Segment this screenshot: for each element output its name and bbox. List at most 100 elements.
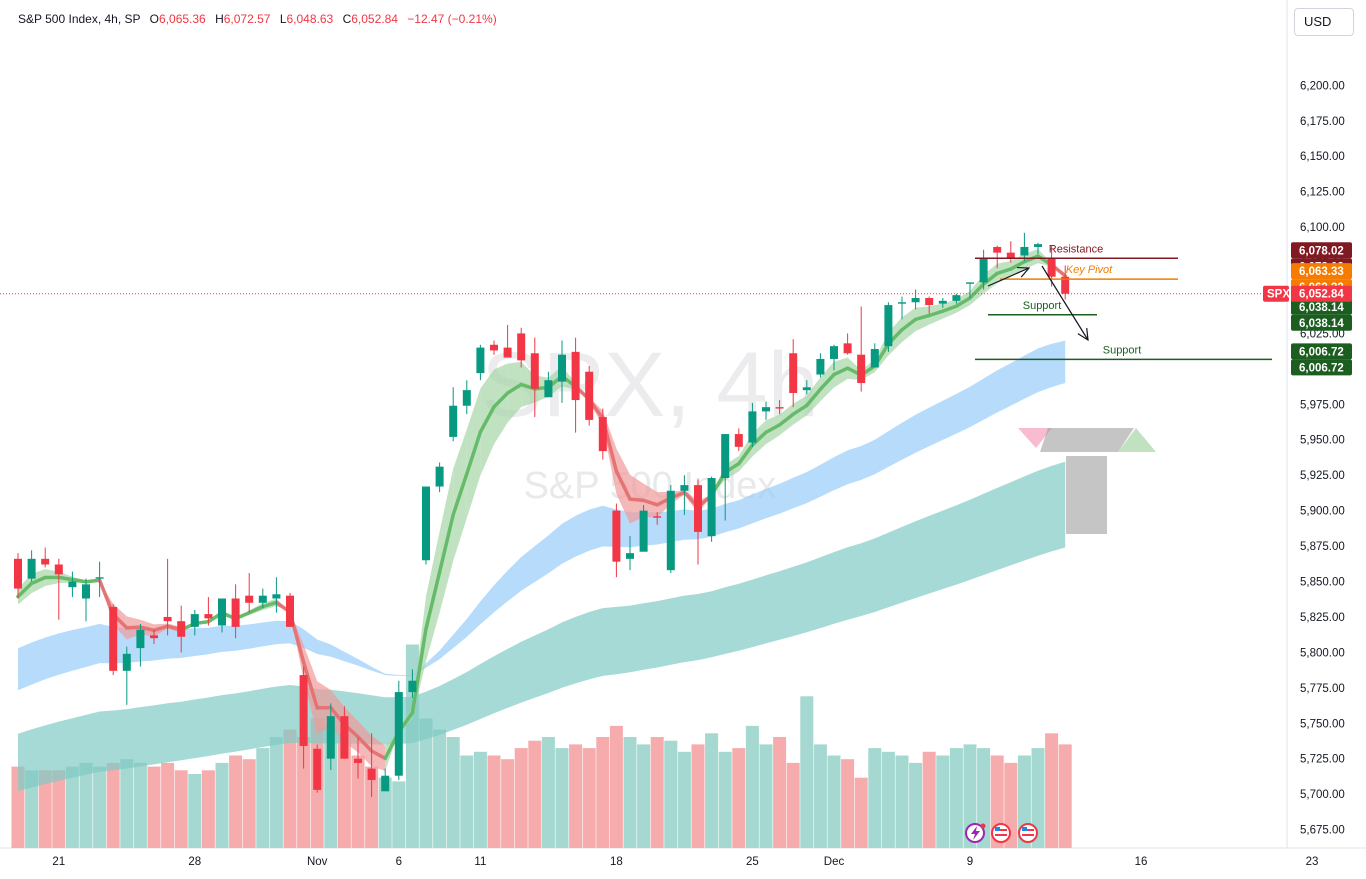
candle-body — [816, 358, 825, 375]
tradingview-logo-overlay — [1018, 428, 1156, 534]
price-axis: 5,675.00 5,700.00 5,725.00 5,750.00 5,775.00… — [1300, 80, 1345, 836]
volume-bar — [745, 725, 759, 848]
time-tick-label: 25 — [746, 856, 759, 868]
candle-body — [898, 302, 906, 304]
volume-bar — [269, 737, 283, 848]
candle-body — [680, 485, 689, 491]
volume-bar — [174, 770, 188, 848]
fast-ema-segment — [410, 627, 428, 715]
candle-body — [503, 347, 512, 358]
fast-band-segment — [385, 731, 399, 771]
candle-body — [150, 635, 158, 639]
price-tick-label: 5,800.00 — [1300, 647, 1345, 659]
us-flag-event-icon[interactable] — [991, 823, 1011, 843]
candle-body — [272, 594, 281, 599]
fast-ema-segment — [641, 498, 659, 507]
fast-ema-segment — [777, 412, 795, 427]
level-price-tag-bg — [1291, 314, 1352, 331]
volume-bar — [93, 766, 107, 848]
flag-stripe — [1022, 829, 1034, 831]
candle-body — [313, 748, 322, 790]
open-value: 6,065.36 — [159, 12, 206, 26]
currency-button[interactable]: USD — [1294, 8, 1354, 36]
flag-canton — [1022, 827, 1027, 831]
fast-ema-segment — [84, 578, 102, 584]
fast-band-segment — [507, 361, 522, 423]
price-tick-label: 6,150.00 — [1300, 151, 1345, 163]
volume-bar — [664, 740, 678, 848]
lightning-bolt-glyph — [971, 826, 980, 840]
volume-bar — [949, 748, 963, 848]
volume-bar — [528, 740, 542, 848]
candle-body — [721, 434, 730, 479]
volume-bar — [147, 766, 161, 848]
volume-bar — [895, 755, 909, 848]
fast-ema-segment — [750, 430, 768, 447]
volume-bar — [623, 737, 637, 848]
fast-ema-segment — [451, 472, 469, 517]
volume-bar — [188, 774, 202, 848]
volume-bar — [283, 729, 297, 848]
volume-bar — [609, 725, 623, 848]
candle-body — [979, 258, 988, 283]
fast-ema-segment — [369, 749, 387, 761]
candle-body — [82, 584, 90, 599]
candle-body — [925, 297, 934, 306]
level-price-tag: 6,006.72 — [1299, 362, 1344, 374]
candle-body — [245, 595, 254, 603]
candle-body — [462, 390, 471, 406]
time-tick-label: 28 — [188, 856, 201, 868]
price-tick-label: 5,750.00 — [1300, 718, 1345, 730]
price-tick-label: 6,175.00 — [1300, 116, 1345, 128]
candle-body — [354, 758, 362, 763]
volume-bar — [229, 755, 243, 848]
arrow-to-pivot — [987, 267, 1030, 287]
fast-ema-segment — [968, 282, 986, 300]
volume-bar — [827, 755, 841, 848]
candle-body — [517, 333, 526, 361]
fast-band-segment — [643, 483, 658, 518]
volume-bar — [718, 751, 732, 848]
volume-bar — [922, 751, 936, 848]
volume-bar — [215, 762, 229, 848]
candle-body — [571, 351, 580, 401]
candle-body — [911, 297, 920, 303]
time-tick-label: Dec — [824, 856, 845, 868]
time-tick-label: 16 — [1135, 856, 1148, 868]
volume-bar — [446, 737, 460, 848]
slow-moving-average-band — [18, 461, 1066, 791]
fast-ema-segment — [70, 577, 88, 584]
candle-body — [218, 598, 226, 626]
fast-ema-segment — [424, 570, 442, 631]
volume-bar — [1058, 744, 1072, 848]
volume-bar — [677, 751, 691, 848]
last-price-symbol-bg — [1263, 285, 1289, 302]
close-label: C — [342, 12, 352, 26]
ohlc-legend: S&P 500 Index, 4h, SP O6,065.36 H6,072.5… — [18, 12, 497, 26]
symbol-title[interactable]: S&P 500 Index, 4h, SP — [18, 12, 141, 26]
us-flag-event-icon[interactable] — [1018, 823, 1038, 843]
volume-bar — [1031, 748, 1045, 848]
candle-body — [966, 282, 974, 284]
candle-body — [530, 353, 539, 389]
candle-body — [258, 595, 267, 603]
volume-bar — [786, 762, 800, 848]
candle-body — [163, 616, 172, 622]
candle-body — [1020, 246, 1029, 256]
level-price-tag-bg — [1291, 359, 1352, 376]
price-tick-label: 5,700.00 — [1300, 789, 1345, 801]
candle-body — [843, 343, 852, 354]
fast-ema-segment — [301, 660, 319, 710]
candle-body — [95, 577, 104, 579]
fast-ema-segment — [152, 624, 170, 633]
fast-ema-segment — [614, 469, 632, 501]
candle-body — [748, 411, 757, 443]
time-tick-label: 6 — [396, 856, 402, 868]
level-label: Key Pivot — [1066, 264, 1113, 276]
fast-ema-segment — [900, 317, 918, 332]
candle-body — [993, 246, 1002, 253]
high-label: H — [215, 12, 224, 26]
candle-body — [558, 354, 566, 382]
price-tick-label: 5,725.00 — [1300, 754, 1345, 766]
